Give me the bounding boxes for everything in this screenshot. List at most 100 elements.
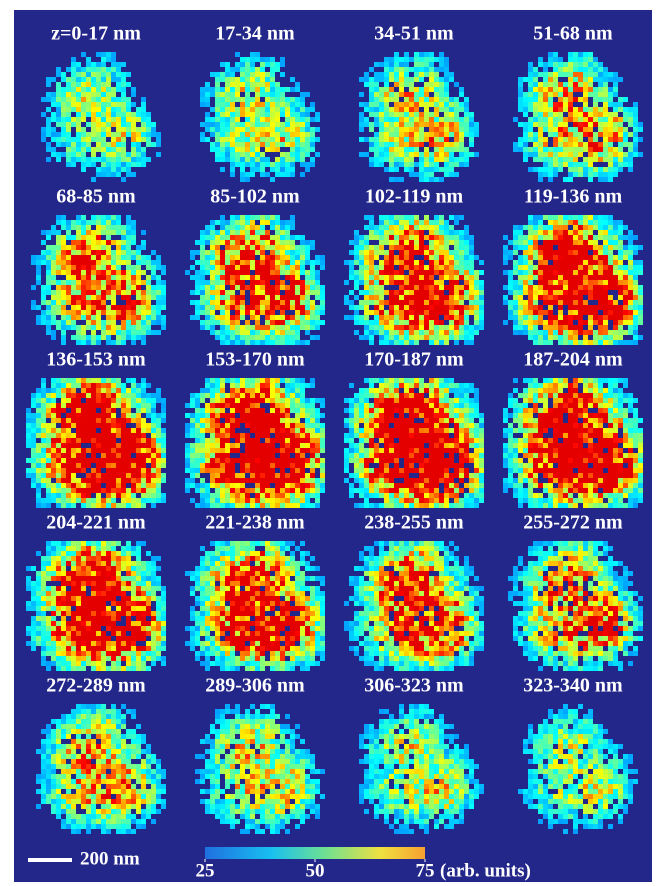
- pixel: [414, 57, 419, 62]
- pixel: [533, 122, 538, 127]
- pixel: [290, 325, 295, 330]
- pixel: [389, 167, 394, 172]
- pixel: [404, 107, 409, 112]
- pixel: [250, 393, 255, 398]
- pixel: [578, 245, 583, 250]
- pixel: [136, 265, 141, 270]
- pixel: [553, 162, 558, 167]
- pixel: [205, 127, 210, 132]
- pixel: [310, 270, 315, 275]
- pixel: [280, 225, 285, 230]
- pixel: [205, 290, 210, 295]
- pixel: [548, 127, 553, 132]
- pixel: [300, 147, 305, 152]
- pixel: [384, 290, 389, 295]
- pixel: [573, 255, 578, 260]
- pixel: [106, 52, 111, 57]
- pixel: [454, 290, 459, 295]
- pixel: [225, 82, 230, 87]
- pixel: [633, 250, 638, 255]
- pixel: [121, 62, 126, 67]
- pixel: [111, 330, 116, 335]
- pixel: [51, 408, 56, 413]
- pixel: [528, 107, 533, 112]
- pixel: [255, 398, 260, 403]
- pixel: [96, 137, 101, 142]
- pixel: [295, 423, 300, 428]
- pixel: [136, 398, 141, 403]
- pixel: [538, 255, 543, 260]
- pixel: [369, 260, 374, 265]
- pixel: [56, 383, 61, 388]
- pixel: [315, 275, 320, 280]
- pixel: [136, 127, 141, 132]
- pixel: [46, 428, 51, 433]
- pixel: [200, 260, 205, 265]
- pixel: [424, 295, 429, 300]
- pixel: [533, 250, 538, 255]
- pixel: [61, 478, 66, 483]
- pixel: [389, 87, 394, 92]
- pixel: [563, 67, 568, 72]
- pixel: [583, 335, 588, 340]
- pixel: [409, 280, 414, 285]
- pixel: [66, 413, 71, 418]
- pixel: [121, 285, 126, 290]
- pixel: [101, 82, 106, 87]
- pixel: [255, 413, 260, 418]
- pixel: [603, 240, 608, 245]
- pixel: [56, 255, 61, 260]
- pixel: [126, 235, 131, 240]
- pixel: [91, 388, 96, 393]
- pixel: [270, 92, 275, 97]
- pixel: [61, 335, 66, 340]
- pixel: [305, 255, 310, 260]
- pixel: [36, 315, 41, 320]
- pixel: [41, 255, 46, 260]
- pixel: [399, 112, 404, 117]
- pixel: [111, 147, 116, 152]
- pixel: [41, 438, 46, 443]
- pixel: [359, 245, 364, 250]
- pixel: [454, 240, 459, 245]
- pixel: [215, 245, 220, 250]
- pixel: [91, 72, 96, 77]
- pixel: [548, 250, 553, 255]
- pixel: [369, 340, 374, 345]
- pixel: [146, 310, 151, 315]
- pixel: [260, 408, 265, 413]
- pixel: [568, 240, 573, 245]
- pixel: [553, 117, 558, 122]
- pixel: [66, 428, 71, 433]
- pixel: [200, 280, 205, 285]
- pixel: [633, 152, 638, 157]
- pixel: [61, 270, 66, 275]
- pixel: [459, 275, 464, 280]
- pixel: [220, 137, 225, 142]
- pixel: [71, 305, 76, 310]
- pixel: [533, 152, 538, 157]
- pixel: [56, 280, 61, 285]
- pixel: [295, 157, 300, 162]
- pixel: [444, 82, 449, 87]
- pixel: [96, 87, 101, 92]
- pixel: [315, 290, 320, 295]
- pixel: [618, 162, 623, 167]
- pixel: [146, 290, 151, 295]
- pixel: [558, 320, 563, 325]
- pixel: [464, 235, 469, 240]
- pixel: [528, 250, 533, 255]
- pixel: [424, 177, 429, 182]
- pixel: [583, 52, 588, 57]
- pixel: [474, 290, 479, 295]
- pixel: [66, 388, 71, 393]
- pixel: [250, 428, 255, 433]
- pixel: [41, 388, 46, 393]
- pixel: [315, 137, 320, 142]
- pixel: [419, 52, 424, 57]
- pixel: [96, 245, 101, 250]
- pixel: [250, 443, 255, 448]
- pixel: [26, 443, 31, 448]
- pixel: [459, 315, 464, 320]
- pixel: [101, 488, 106, 493]
